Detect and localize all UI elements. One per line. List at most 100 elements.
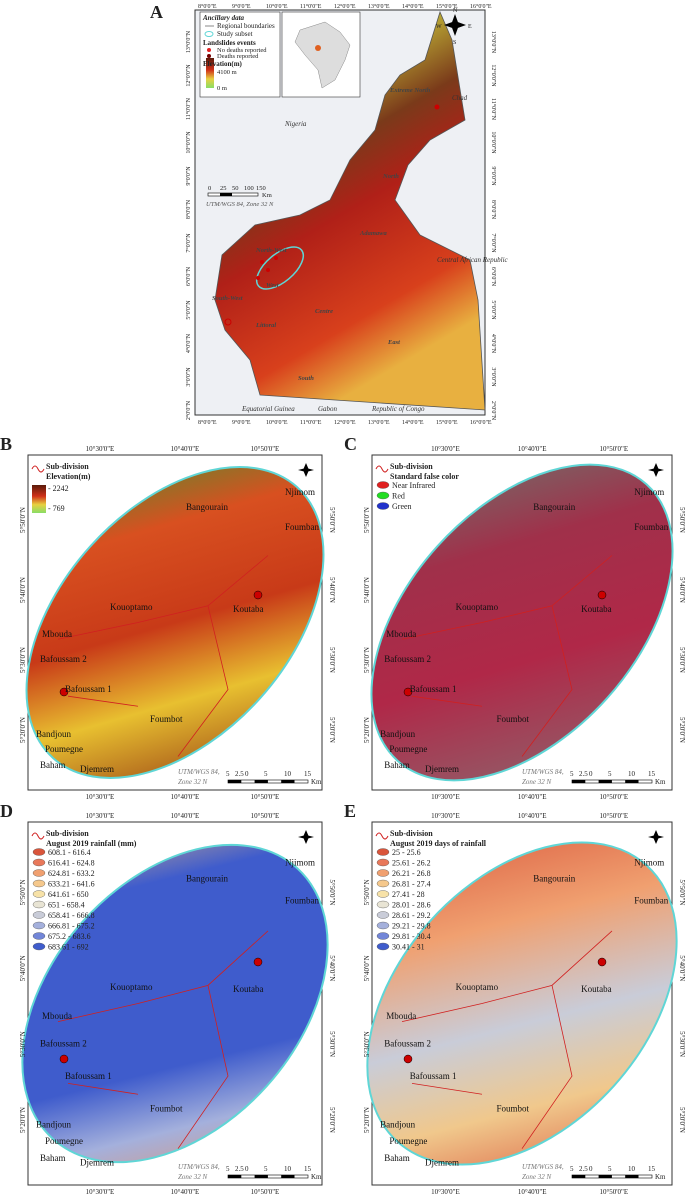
x-tick-label: 11°0'0"E [300,419,322,426]
legend-swatch [376,921,390,930]
x-tick-label: 10°30'0"E [431,812,460,820]
y-tick-label: 5°20'0"N [19,1107,27,1133]
compass [648,463,664,477]
legend-symbol [31,832,45,840]
place-label: Poumegne [389,744,427,754]
legend-item: Deaths reported [217,53,259,60]
scale-bar [228,780,242,783]
y-tick-label: 5°50'0"N [678,879,685,905]
region-label: North-West [255,247,287,254]
place-label: Koutaba [581,604,612,614]
x-tick-label: 10°50'0"E [251,812,280,820]
y-tick-label: 6°0'0"N [185,266,192,286]
place-label: Kouoptamo [456,602,499,612]
place-label: Bafoussam 2 [40,1038,87,1048]
legend-item: 616.41 - 624.8 [48,859,95,868]
place-label: Bandjoun [36,1120,71,1130]
cameroon-inset [315,45,321,51]
legend-item: 27.41 - 28 [392,890,425,899]
place-label: Baham [40,1153,66,1163]
y-tick-label: 5°30'0"N [678,647,685,673]
place-label: Mbouda [386,629,416,639]
y-tick-label: 5°40'0"N [328,577,336,603]
event-point [434,104,440,110]
legend-item: Red [392,492,405,501]
legend-symbol [31,465,45,473]
study-area [25,466,325,779]
place-label: Foumbot [496,714,529,724]
y-tick-label: 11°0'0"N [185,97,192,120]
compass-label: W [436,24,442,30]
x-tick-label: 8°0'0"E [198,3,217,10]
y-tick-label: 6°0'0"N [490,267,497,287]
legend-swatch [32,858,46,867]
y-tick-label: 5°20'0"N [19,717,27,743]
x-tick-label: 9°0'0"E [232,3,251,10]
compass [298,463,314,477]
scale-label: 5 [264,770,268,778]
place-label: Bandjoun [380,1120,415,1130]
region-label: South-West [212,295,243,302]
event-point [403,687,413,697]
place-label: Njimom [285,487,315,497]
scale-label: 0 [208,185,211,192]
legend-title: Sub-division [46,462,89,471]
y-tick-label: 9°0'0"N [490,166,497,186]
legend-item: 26.21 - 26.8 [392,869,431,878]
legend-item: - 2242 [48,484,69,493]
legend-swatch [376,858,390,867]
legend-title: Ancillary data [202,14,245,22]
y-tick-label: 13°0'0"N [490,31,497,54]
y-tick-label: 5°20'0"N [678,717,685,743]
scale-label: 0 [245,1165,249,1173]
projection: UTM/WGS 84, Zone 32 N [206,201,274,208]
study-subset [255,246,305,290]
country-label: Republic of Congo [371,405,425,413]
legend-item: No deaths reported [217,47,267,54]
x-tick-label: 15°0'0"E [436,3,458,10]
scale-bar [254,780,268,783]
country-label: Central African Republic [437,256,509,264]
scale-label: 5 [226,1165,230,1173]
event-point [597,590,607,600]
region-label: East [387,339,400,346]
x-tick-label: 10°40'0"E [518,793,547,801]
scale-bar [281,780,295,783]
scale-label: 2.5 [579,1165,588,1173]
y-tick-label: 5°30'0"N [678,1031,685,1057]
scale-label: 15 [648,770,656,778]
scale-bar [281,1175,295,1178]
legend-item: 633.21 - 641.6 [48,880,95,889]
legend-item: 28.01 - 28.6 [392,901,431,910]
legend-item: 25 - 25.6 [392,848,421,857]
x-tick-label: 10°50'0"E [599,793,628,801]
x-tick-label: 16°0'0"E [470,3,492,10]
legend-item: 651 - 658.4 [48,901,85,910]
y-tick-label: 5°30'0"N [19,647,27,673]
place-label: Mbouda [42,1011,72,1021]
scale-bar [598,780,612,783]
x-tick-label: 10°40'0"E [171,793,200,801]
place-label: Bafoussam 1 [410,1071,457,1081]
place-label: Poumegne [389,1136,427,1146]
place-label: Njimom [285,857,315,867]
x-tick-label: 14°0'0"E [402,419,424,426]
y-tick-label: 12°0'0"N [490,64,497,87]
scale-label: 5 [608,1165,612,1173]
region-label: Littoral [255,322,276,329]
region-label: Centre [315,308,333,315]
place-label: Baham [384,1153,410,1163]
y-tick-label: 5°0'0"N [490,300,497,320]
y-tick-label: 5°20'0"N [678,1107,685,1133]
y-tick-label: 5°50'0"N [19,879,27,905]
legend-symbol [375,832,389,840]
legend-title: Standard false color [390,472,459,481]
y-tick-label: 7°0'0"N [185,233,192,253]
event-cluster [224,256,278,326]
legend-swatch [376,848,390,856]
panel-letter: D [0,801,13,821]
scale-label: 150 [256,185,266,192]
place-label: Koutaba [581,984,612,994]
scale-label: 5 [608,770,612,778]
place-label: Kouoptamo [456,982,499,992]
